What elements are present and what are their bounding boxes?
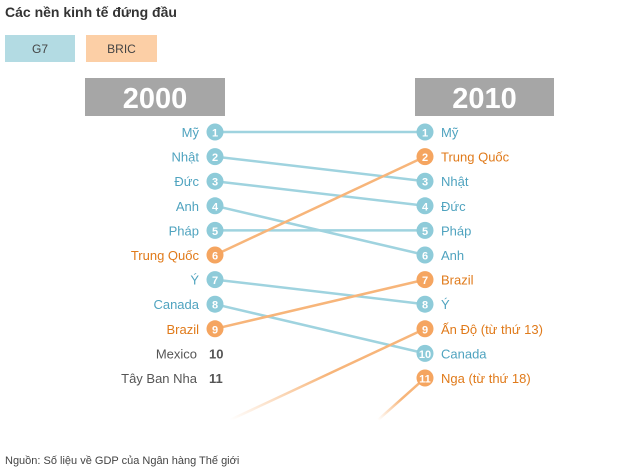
rank-marker [206, 197, 224, 215]
movement-line [214, 155, 426, 183]
legend-g7: G7 [5, 35, 75, 62]
country-label-2000: Ý [190, 273, 199, 288]
rank-marker [206, 148, 224, 166]
rank-number: 9 [212, 324, 218, 336]
country-label-2010: Ý [441, 297, 450, 312]
rank-marker [416, 123, 434, 141]
country-label-2010: Đức [441, 199, 466, 214]
rank-number: 8 [212, 300, 218, 312]
rank-marker [416, 320, 434, 338]
rank-number: 5 [422, 226, 428, 238]
movement-line [214, 278, 426, 331]
country-label-2000: Brazil [166, 322, 199, 337]
country-label-2000: Pháp [169, 223, 199, 238]
country-label-2010: Nga (từ thứ 18) [441, 371, 531, 386]
rank-marker [206, 320, 224, 338]
rank-marker [416, 172, 434, 190]
rank-number: 1 [422, 128, 428, 140]
rank-marker [416, 148, 434, 166]
country-label-2010: Pháp [441, 223, 471, 238]
rank-marker [416, 197, 434, 215]
country-label-2010: Anh [441, 248, 464, 263]
rank-number: 2 [212, 152, 218, 164]
movement-line [214, 155, 426, 257]
country-label-2010: Nhật [441, 174, 469, 189]
movement-line [214, 278, 426, 306]
movement-line [377, 377, 426, 421]
year-header-2010-box [415, 78, 554, 116]
rank-number: 3 [422, 177, 428, 189]
chart-title: Các nền kinh tế đứng đầu [5, 4, 177, 20]
rank-marker [416, 295, 434, 313]
rank-number: 1 [212, 128, 218, 140]
rank-marker [206, 271, 224, 289]
rank-number: 6 [422, 251, 428, 263]
rank-number: 10 [209, 346, 223, 361]
country-label-2000: Trung Quốc [131, 248, 200, 263]
rank-marker [206, 123, 224, 141]
rank-marker [416, 221, 434, 239]
rank-marker [206, 295, 224, 313]
rank-number: 7 [422, 275, 428, 287]
country-label-2010: Mỹ [441, 125, 459, 140]
country-label-2000: Tây Ban Nha [121, 371, 198, 386]
country-label-2000: Đức [174, 174, 199, 189]
rank-marker [416, 246, 434, 264]
rank-marker [416, 369, 434, 387]
country-label-2000: Nhật [172, 150, 200, 165]
rank-number: 5 [212, 226, 218, 238]
rank-number: 10 [419, 349, 431, 361]
rank-number: 11 [419, 374, 431, 386]
country-label-2010: Brazil [441, 273, 474, 288]
year-header-2000-box [85, 78, 225, 116]
rank-marker [206, 246, 224, 264]
year-header-2000: 2000 [123, 83, 188, 115]
rank-marker [416, 271, 434, 289]
rank-number: 9 [422, 324, 428, 336]
rank-number: 11 [209, 371, 223, 386]
country-label-2000: Mỹ [182, 125, 200, 140]
movement-line [229, 327, 426, 422]
rank-number: 3 [212, 177, 218, 189]
ranking-chart: 2000 2010 1 Mỹ 2 Nhật 3 Đức 4 Anh 5 Pháp 6 Trung Quố… [85, 78, 554, 422]
movement-line [214, 302, 426, 355]
source-note: Nguồn: Số liệu về GDP của Ngân hàng Thế … [5, 455, 240, 467]
year-header-2010: 2010 [452, 83, 517, 115]
country-label-2000: Canada [153, 297, 199, 312]
country-label-2000: Anh [176, 199, 199, 214]
rank-number: 8 [422, 300, 428, 312]
country-label-2010: Trung Quốc [441, 150, 510, 165]
rank-marker [206, 221, 224, 239]
country-label-2010: Ấn Độ (từ thứ 13) [441, 322, 543, 337]
rank-number: 2 [422, 152, 428, 164]
rank-number: 7 [212, 275, 218, 287]
rank-marker [416, 344, 434, 362]
rank-number: 4 [212, 201, 219, 213]
country-label-2010: Canada [441, 346, 487, 361]
rank-marker [206, 172, 224, 190]
country-label-2000: Mexico [156, 346, 197, 361]
legend-bric: BRIC [86, 35, 157, 62]
rank-number: 4 [422, 201, 429, 213]
rank-number: 6 [212, 251, 218, 263]
movement-line [214, 179, 426, 208]
